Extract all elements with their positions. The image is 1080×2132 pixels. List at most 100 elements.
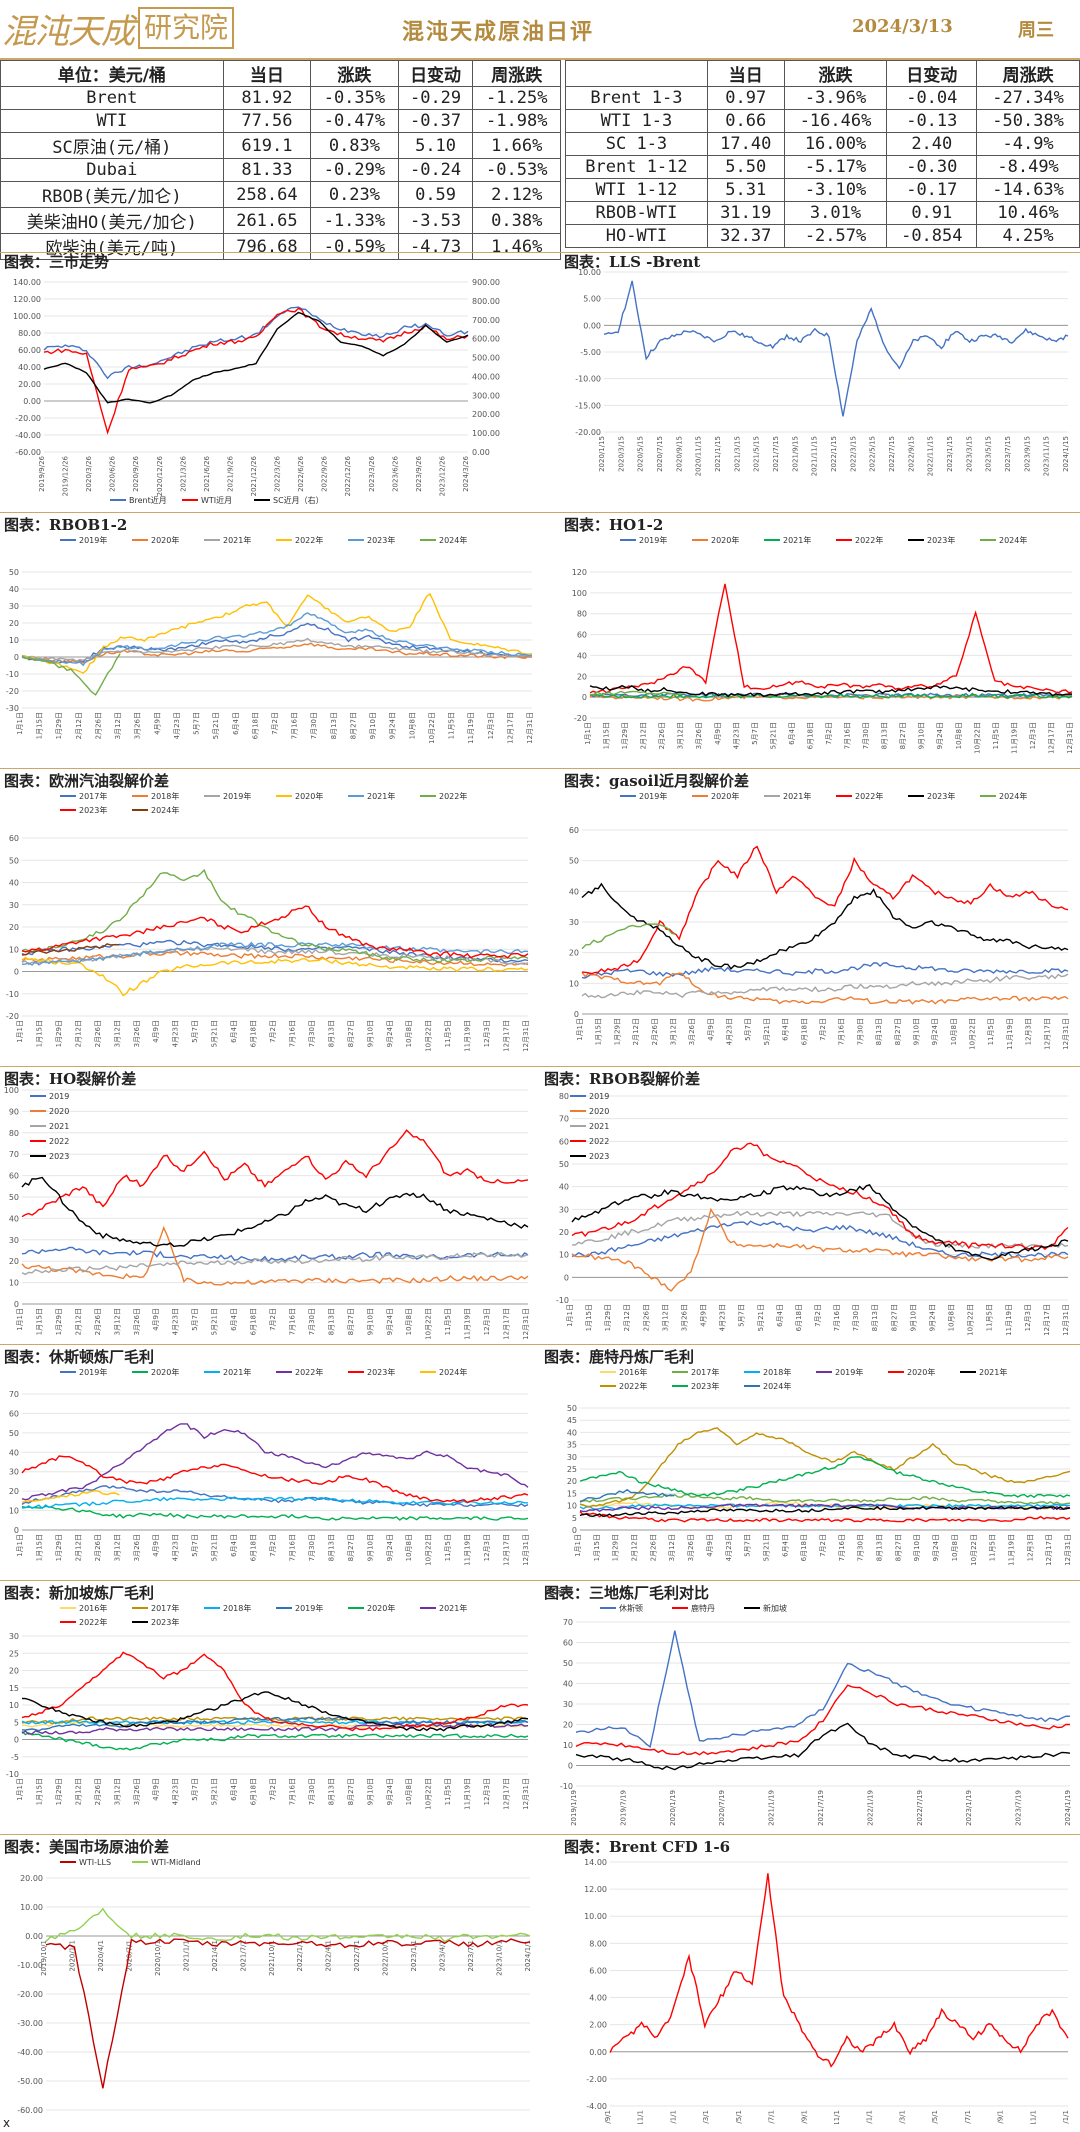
x-tick-label: 2020/7/15 <box>656 436 664 472</box>
y-tick-label: 120 <box>572 568 587 577</box>
x-tick-label: 9月10日 <box>913 1534 921 1561</box>
legend-label: 2023年 <box>691 1381 719 1391</box>
x-tick-label: 12月3日 <box>487 712 495 739</box>
table-cell: 4.25% <box>976 224 1080 248</box>
x-tick-label: 2024/1/15 <box>1062 436 1070 472</box>
y-tick-label: 10 <box>9 1279 19 1288</box>
row-label: Brent <box>0 86 224 110</box>
series-line <box>21 1176 529 1248</box>
x-tick-label: 9月24日 <box>389 712 397 739</box>
x-tick-label: 12月3日 <box>1029 722 1037 749</box>
x-tick-label: 3月26日 <box>133 1308 141 1335</box>
y-tick-label: 12.00 <box>584 1885 607 1894</box>
y-tick-label: 10 <box>9 636 19 645</box>
series-line <box>579 1505 1071 1518</box>
table-cell: 0.66 <box>706 109 785 133</box>
y-tick-label: -10 <box>6 670 19 679</box>
section-divider <box>0 1580 1080 1581</box>
table-header-cell: 涨跌 <box>783 60 888 87</box>
y-tick-label: 50 <box>563 1659 573 1668</box>
x-tick-label: 5月21日 <box>211 1778 219 1805</box>
x-tick-label: 11月19日 <box>1006 1018 1014 1050</box>
x-tick-label: 1月15日 <box>35 1534 43 1561</box>
x-tick-label: 6月4日 <box>230 1534 238 1557</box>
y-tick-label: -60.00 <box>17 2106 43 2115</box>
x-tick-label: 2020/5/15 <box>637 436 645 472</box>
x-tick-label: 4月9日 <box>152 1308 160 1331</box>
chart-svg: -10 0 10 20 30 40 50 60 70 2019/1/19 2019/7/19 2020… <box>546 1586 1072 1826</box>
x-tick-label: 12月31日 <box>1062 1018 1070 1050</box>
table-cell: 619.1 <box>222 132 312 159</box>
x-tick-label: 11月19日 <box>464 1778 472 1810</box>
chart-title: 图表：新加坡炼厂毛利 <box>4 1584 155 1602</box>
table-cell: -8.49% <box>976 155 1080 179</box>
y-tick-label: 20 <box>9 1257 19 1266</box>
y-axis-label: 美元/桶 <box>546 1586 573 1596</box>
y-tick-label: 30 <box>9 602 19 611</box>
legend-label: 2020 <box>49 1107 69 1116</box>
y-tick-label: 50 <box>9 856 19 865</box>
x-tick-label: 7月30日 <box>857 1534 865 1561</box>
x-tick-label: 12月31日 <box>522 1534 530 1566</box>
x-tick-label: 7月16日 <box>288 1778 296 1805</box>
series-line <box>21 1651 529 1732</box>
x-tick-label: 2022/6/26 <box>297 455 305 491</box>
legend-label: 2017年 <box>151 1603 179 1613</box>
series-line <box>21 1225 529 1286</box>
table-cell: -4.73 <box>397 233 474 260</box>
x-tick-label: 2022/12/26 <box>344 455 352 496</box>
chart-svg: 0 10 20 30 40 50 60 1月1日 1月15日 1月29日 2月12日 2月26日 3月1… <box>569 791 1070 1050</box>
x-tick-label: 11月19日 <box>464 1020 472 1052</box>
y-tick-label: -50.00 <box>17 2077 43 2086</box>
table-cell: -0.04 <box>886 86 978 110</box>
legend-label: 2019 <box>589 1092 609 1101</box>
table-cell: 2.12% <box>472 181 561 208</box>
x-tick-label: 3月12日 <box>113 1308 121 1335</box>
x-tick-label: 11月5日 <box>448 712 456 739</box>
x-tick-label: 2023/1/1 <box>410 1940 418 1971</box>
x-tick-label: 5月21日 <box>763 1018 771 1045</box>
footer-mark: x <box>3 2116 11 2130</box>
x-tick-label: 2月12日 <box>623 1304 631 1331</box>
x-tick-label: 8月27日 <box>347 1308 355 1335</box>
x-tick-label: 4月9日 <box>707 1018 715 1041</box>
chart-title: 图表：Brent CFD 1-6 <box>564 1838 731 1856</box>
row-label: SC 1-3 <box>565 132 708 156</box>
y-tick-label: 0.00 <box>589 2048 607 2057</box>
y-tick-label: 20.00 <box>20 1874 43 1883</box>
x-tick-label: 11月5日 <box>986 1304 994 1331</box>
logo-box-text: 研究院 <box>138 7 235 49</box>
y-tick-label: 0.00 <box>583 321 601 330</box>
table-header-cell: 周涨跌 <box>976 60 1080 87</box>
y-tick-label: 30 <box>563 1700 573 1709</box>
x-tick-label: 7月2日 <box>825 722 833 745</box>
x-tick-label: 2023/5/15 <box>985 436 993 472</box>
x-tick-label: 8月13日 <box>871 1304 879 1331</box>
x-tick-label: 9月24日 <box>386 1020 394 1047</box>
y2-tick-label: 600.00 <box>472 335 500 344</box>
legend-label: 2020年 <box>151 1367 179 1377</box>
y-tick-label: 10 <box>9 945 19 954</box>
y-tick-label: 40.00 <box>18 363 41 372</box>
legend-label: 2021 <box>589 1122 609 1131</box>
x-tick-label: 2月12日 <box>74 1778 82 1805</box>
x-tick-label: 1月1日 <box>16 1020 24 1043</box>
x-tick-label: 1月29日 <box>55 1778 63 1805</box>
y-tick-label: 100.00 <box>13 312 41 321</box>
x-tick-label: 10月22日 <box>969 1018 977 1050</box>
series-line <box>580 1493 1071 1505</box>
y-tick-label: 20 <box>577 672 587 681</box>
chart-svg: 0 10 20 30 40 50 60 70 1月1日 1月15日 1月29日 2月12日 2月26日 3… <box>9 1367 530 1566</box>
x-tick-label: 3月26日 <box>133 1020 141 1047</box>
x-tick-label: 9月24日 <box>932 1534 940 1561</box>
x-tick-label: 4月9日 <box>152 1020 160 1043</box>
x-tick-label: 2020/3/26 <box>85 455 93 491</box>
x-tick-label: 8月27日 <box>347 1778 355 1805</box>
table-row: WTI 1-12 5.31 -3.10% -0.17 -14.63% <box>565 178 1080 202</box>
x-tick-label: 8月27日 <box>894 1534 902 1561</box>
x-tick-label: 10月8日 <box>405 1020 413 1047</box>
x-tick-label: 4月23日 <box>732 722 740 749</box>
legend-label: 2022年 <box>295 1367 323 1377</box>
y-tick-label: 50 <box>9 1429 19 1438</box>
x-tick-label: 9月24日 <box>931 1018 939 1045</box>
